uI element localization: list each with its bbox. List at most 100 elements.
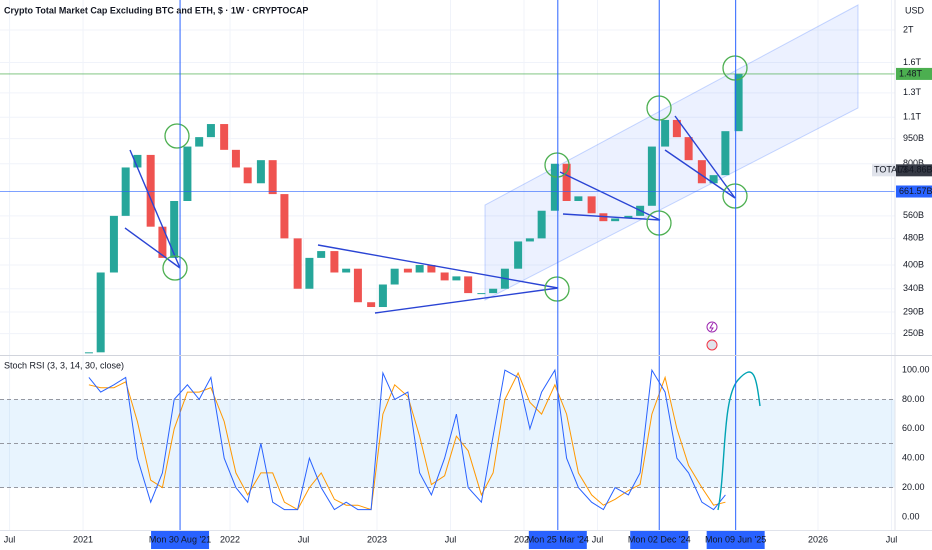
y-tick-label: 2T	[903, 24, 914, 34]
y-tick-label: 480B	[903, 233, 924, 243]
indicator-pane	[0, 368, 895, 511]
candle	[661, 119, 670, 147]
candle	[464, 276, 473, 294]
y-tick-label: 250B	[903, 328, 924, 338]
y-tick-label: 340B	[903, 283, 924, 293]
candle	[647, 146, 656, 206]
highlight-circle	[722, 183, 748, 209]
candle	[477, 293, 486, 295]
price-tag-label: 764.86B	[899, 165, 932, 175]
candle	[96, 272, 105, 353]
price-axis	[895, 0, 932, 530]
price-tag-label: 1.48T	[899, 68, 923, 78]
y-tick-label: 1.6T	[903, 57, 922, 67]
y-tick-label: 560B	[903, 210, 924, 220]
symbol-tag-label: TOTAL3	[874, 165, 907, 175]
y-tick-label: 1.3T	[903, 87, 922, 97]
highlight-circle	[164, 123, 190, 149]
candle	[330, 251, 339, 273]
projection-curve	[717, 371, 761, 511]
drawings	[124, 55, 761, 511]
candle	[574, 196, 583, 201]
highlight-circle	[722, 55, 748, 81]
candles	[84, 73, 743, 354]
y-tick-label: 950B	[903, 133, 924, 143]
event-icon[interactable]	[706, 321, 718, 333]
channel	[484, 4, 859, 301]
y-tick-label: 800B	[903, 158, 924, 168]
candle	[183, 146, 192, 201]
candle	[256, 160, 265, 184]
x-tick-label: 2026	[808, 534, 828, 544]
candle	[672, 119, 681, 138]
marker-label: Mon 09 Jun '25	[705, 534, 766, 544]
candle	[342, 268, 351, 273]
candle	[587, 196, 596, 214]
highlight-circle	[544, 276, 570, 302]
indicator-tick-label: 0.00	[902, 511, 920, 521]
marker-tag	[706, 531, 765, 549]
trend-line	[129, 149, 181, 269]
marker-tag	[630, 531, 689, 549]
candle	[317, 251, 326, 258]
trend-line	[374, 287, 559, 314]
candle	[440, 272, 449, 281]
candle	[489, 288, 498, 294]
price-tag	[896, 164, 932, 177]
candle	[305, 257, 314, 289]
candle	[452, 276, 461, 281]
grid	[0, 0, 895, 530]
indicator-tick-label: 20.00	[902, 482, 925, 492]
candle	[231, 149, 240, 168]
x-tick-label: Jul	[298, 534, 310, 544]
trend-line	[124, 227, 181, 269]
candle	[109, 215, 118, 273]
candle	[195, 137, 204, 147]
candle	[611, 218, 620, 222]
indicator-tick-label: 40.00	[902, 453, 925, 463]
marker-tag	[528, 531, 587, 549]
candle	[243, 167, 252, 184]
trend-line	[559, 171, 661, 221]
event-icon[interactable]	[706, 339, 718, 351]
candle	[390, 268, 399, 285]
candle	[403, 268, 412, 273]
candle	[293, 238, 302, 289]
candle	[268, 160, 277, 195]
currency-label: USD	[905, 5, 925, 15]
candle	[133, 154, 142, 168]
candle	[353, 268, 362, 303]
candle	[537, 210, 546, 239]
indicator-tick-label: 60.00	[902, 423, 925, 433]
axes: 2T 1.6T 1.3T 1.1T 950B 800B 560B 480B 400B 340B 29…	[4, 24, 932, 549]
candle	[734, 73, 743, 132]
x-tick-label: Jul	[4, 534, 16, 544]
candle	[158, 226, 167, 258]
candle	[84, 352, 93, 354]
x-tick-label: 2022	[220, 534, 240, 544]
candle	[550, 163, 559, 211]
indicator-line	[88, 371, 726, 511]
candle	[599, 213, 608, 222]
x-tick-label: 2021	[73, 534, 93, 544]
marker-label: Mon 30 Aug '21	[149, 534, 211, 544]
indicator-title: Stoch RSI (3, 3, 14, 30, close)	[4, 360, 124, 370]
y-tick-label: 290B	[903, 306, 924, 316]
price-tag-label: 661.57B	[899, 186, 932, 196]
x-tick-label: Jul	[592, 534, 604, 544]
y-tick-label: 1.1T	[903, 112, 922, 122]
candle	[514, 241, 523, 269]
price-tag	[896, 67, 932, 80]
x-tick-label: 2023	[367, 534, 387, 544]
y-tick-label: 400B	[903, 259, 924, 269]
symbol-tag	[872, 164, 896, 177]
candle	[721, 131, 730, 176]
candle	[684, 137, 693, 161]
indicator-line	[88, 368, 726, 511]
candle	[624, 215, 633, 219]
candle	[378, 284, 387, 308]
trend-line	[674, 115, 736, 199]
candle	[427, 265, 436, 273]
chart-title: Crypto Total Market Cap Excluding BTC an…	[4, 5, 308, 15]
